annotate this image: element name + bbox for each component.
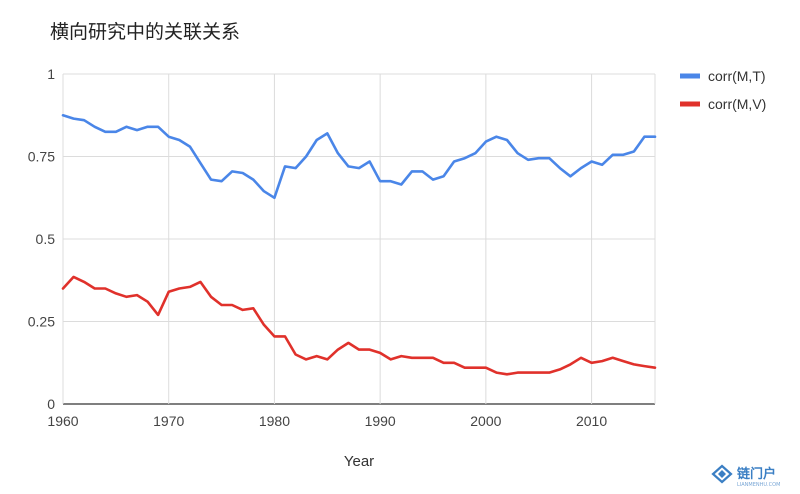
y-tick-labels: 0 0.25 0.5 0.75 1: [28, 66, 55, 412]
x-tick-label: 1960: [47, 413, 78, 429]
grid: [62, 73, 656, 405]
x-tick-labels: 1960 1970 1980 1990 2000 2010: [47, 413, 607, 429]
watermark: 链门户 LIANMENHU.COM: [711, 464, 780, 488]
watermark-name: 链门户: [736, 466, 776, 482]
y-tick-label: 1: [47, 66, 55, 82]
x-axis-label: Year: [344, 453, 374, 470]
watermark-sub: LIANMENHU.COM: [737, 482, 780, 488]
y-tick-label: 0: [47, 396, 55, 412]
chart-title: 横向研究中的关联关系: [50, 21, 240, 43]
series-line-1: [61, 114, 657, 200]
legend: corr(M,T) corr(M,V): [680, 68, 766, 112]
legend-label-1: corr(M,T): [708, 68, 766, 84]
legend-label-2: corr(M,V): [708, 96, 766, 112]
series-line-2: [61, 275, 657, 376]
x-tick-label: 1990: [365, 413, 396, 429]
y-tick-label: 0.5: [36, 231, 56, 247]
x-tick-label: 1970: [153, 413, 184, 429]
y-tick-label: 0.25: [28, 314, 55, 330]
x-tick-label: 2010: [576, 413, 607, 429]
x-tick-label: 1980: [259, 413, 290, 429]
x-tick-label: 2000: [470, 413, 501, 429]
series-lines: [61, 114, 657, 376]
y-tick-label: 0.75: [28, 149, 55, 165]
logo-icon: [711, 464, 733, 484]
